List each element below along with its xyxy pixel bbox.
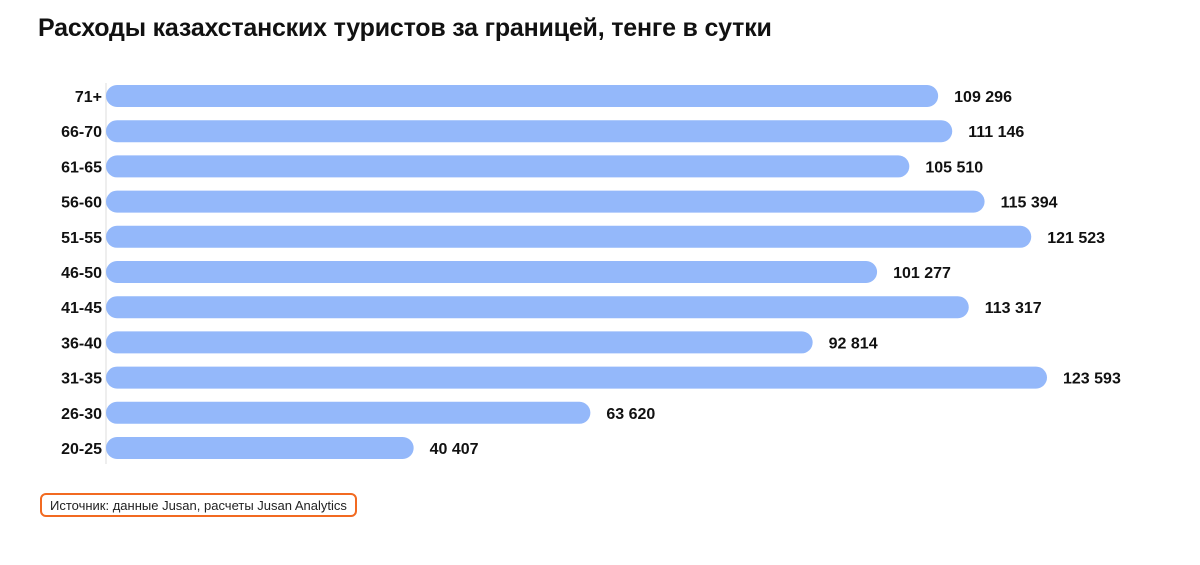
value-label: 40 407 — [430, 441, 479, 458]
bar — [106, 120, 953, 143]
value-label: 123 593 — [1063, 371, 1121, 388]
bars-group: 71+ 109 296 66-70 111 146 61-65 105 510 56-60 1… — [61, 85, 1121, 459]
category-label: 26-30 — [61, 406, 102, 423]
bar — [106, 401, 591, 424]
value-label: 113 317 — [985, 300, 1042, 317]
value-label: 115 394 — [1001, 195, 1058, 212]
bar — [106, 155, 910, 178]
category-label: 41-45 — [61, 300, 102, 317]
bar — [106, 261, 878, 283]
value-label: 101 277 — [893, 265, 951, 282]
category-label: 51-55 — [61, 230, 102, 247]
value-label: 111 146 — [968, 124, 1024, 141]
category-label: 56-60 — [61, 195, 102, 212]
category-label: 61-65 — [61, 159, 102, 176]
bar — [106, 366, 1047, 389]
category-label: 71+ — [75, 89, 102, 106]
value-label: 109 296 — [954, 89, 1012, 106]
bar — [106, 437, 414, 459]
category-label: 31-35 — [61, 371, 102, 388]
bar — [106, 190, 985, 213]
category-label: 66-70 — [61, 124, 102, 141]
bar — [106, 85, 939, 107]
chart-title: Расходы казахстанских туристов за границ… — [38, 14, 772, 42]
category-label: 20-25 — [61, 441, 102, 458]
source-note: Источник: данные Jusan, расчеты Jusan An… — [40, 493, 357, 517]
bar — [106, 225, 1032, 248]
value-label: 105 510 — [925, 159, 983, 176]
category-label: 46-50 — [61, 265, 102, 282]
value-label: 121 523 — [1047, 230, 1105, 247]
value-label: 92 814 — [829, 335, 878, 352]
bar — [106, 296, 969, 319]
category-label: 36-40 — [61, 335, 102, 352]
value-label: 63 620 — [606, 406, 655, 423]
bar — [106, 331, 813, 354]
